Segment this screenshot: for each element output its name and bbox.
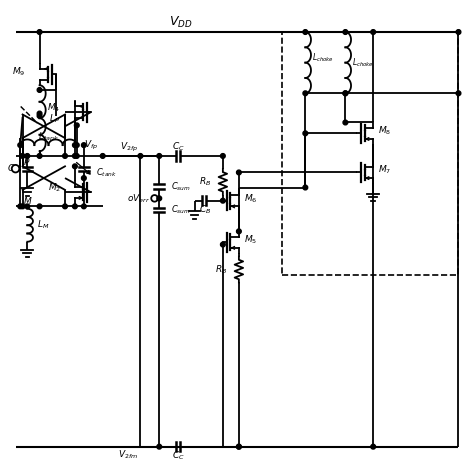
Circle shape bbox=[157, 154, 162, 158]
Text: $M_7$: $M_7$ bbox=[378, 164, 391, 176]
Circle shape bbox=[343, 120, 348, 125]
Circle shape bbox=[343, 91, 348, 96]
Text: $L_{tank}$: $L_{tank}$ bbox=[38, 130, 59, 143]
Circle shape bbox=[237, 229, 241, 234]
Circle shape bbox=[18, 143, 23, 147]
Circle shape bbox=[37, 114, 42, 118]
Text: $M_5$: $M_5$ bbox=[244, 234, 257, 246]
Circle shape bbox=[25, 204, 30, 209]
Circle shape bbox=[157, 196, 162, 201]
Circle shape bbox=[37, 204, 42, 209]
Circle shape bbox=[371, 30, 375, 35]
Text: $L_M$: $L_M$ bbox=[36, 219, 49, 231]
Circle shape bbox=[37, 111, 42, 116]
Text: $C_C$: $C_C$ bbox=[172, 140, 184, 153]
Circle shape bbox=[220, 154, 225, 158]
Circle shape bbox=[151, 195, 158, 201]
Circle shape bbox=[37, 88, 42, 92]
Circle shape bbox=[303, 185, 308, 190]
Circle shape bbox=[74, 123, 79, 128]
Text: $C_{sum}$: $C_{sum}$ bbox=[171, 204, 191, 217]
Circle shape bbox=[37, 154, 42, 158]
Text: $L_P$: $L_P$ bbox=[49, 112, 60, 125]
Circle shape bbox=[73, 204, 77, 209]
Text: $L_{choke}$: $L_{choke}$ bbox=[353, 56, 374, 69]
Circle shape bbox=[73, 164, 77, 169]
Circle shape bbox=[138, 154, 143, 158]
Circle shape bbox=[82, 176, 86, 181]
Circle shape bbox=[303, 91, 308, 96]
Circle shape bbox=[20, 204, 25, 209]
Circle shape bbox=[237, 444, 241, 449]
Text: $L_{choke}$: $L_{choke}$ bbox=[312, 52, 334, 64]
Text: $R_B$: $R_B$ bbox=[215, 263, 227, 276]
Text: $M_4$: $M_4$ bbox=[47, 101, 61, 114]
Circle shape bbox=[220, 242, 225, 247]
Circle shape bbox=[456, 30, 461, 35]
Circle shape bbox=[25, 154, 30, 158]
Circle shape bbox=[73, 154, 77, 158]
Text: $C_3$: $C_3$ bbox=[7, 163, 19, 175]
Text: $M$: $M$ bbox=[23, 195, 32, 206]
Text: $C_B$: $C_B$ bbox=[199, 204, 211, 217]
Circle shape bbox=[18, 204, 23, 209]
Circle shape bbox=[100, 154, 105, 158]
Circle shape bbox=[303, 30, 308, 35]
Text: $V_{2fp}$: $V_{2fp}$ bbox=[120, 141, 138, 154]
Circle shape bbox=[74, 154, 79, 158]
Circle shape bbox=[237, 170, 241, 175]
Text: $M_8$: $M_8$ bbox=[378, 125, 391, 137]
Text: $V_{DD}$: $V_{DD}$ bbox=[169, 15, 192, 30]
Text: $V_{fp}$: $V_{fp}$ bbox=[84, 138, 98, 152]
Circle shape bbox=[82, 143, 86, 147]
Circle shape bbox=[237, 444, 241, 449]
Text: $M_6$: $M_6$ bbox=[244, 192, 257, 205]
Circle shape bbox=[220, 198, 225, 203]
Text: $P$: $P$ bbox=[23, 156, 30, 167]
Circle shape bbox=[74, 143, 79, 147]
Circle shape bbox=[12, 165, 19, 173]
Text: $C_{sum}$: $C_{sum}$ bbox=[171, 180, 191, 193]
Circle shape bbox=[371, 444, 375, 449]
Circle shape bbox=[456, 91, 461, 96]
Circle shape bbox=[303, 131, 308, 136]
Text: $M_2$: $M_2$ bbox=[47, 181, 61, 194]
Circle shape bbox=[73, 143, 77, 147]
Circle shape bbox=[63, 154, 67, 158]
Circle shape bbox=[37, 30, 42, 35]
Circle shape bbox=[82, 204, 86, 209]
Circle shape bbox=[20, 154, 25, 158]
Text: $R_B$: $R_B$ bbox=[199, 176, 211, 188]
Text: $M_9$: $M_9$ bbox=[12, 66, 26, 78]
Circle shape bbox=[63, 204, 67, 209]
Text: $C_C$: $C_C$ bbox=[172, 450, 184, 462]
Circle shape bbox=[157, 444, 162, 449]
Text: $V_{2fm}$: $V_{2fm}$ bbox=[118, 449, 138, 461]
Text: $C_{tank}$: $C_{tank}$ bbox=[96, 166, 117, 179]
Circle shape bbox=[343, 30, 348, 35]
Text: $oV_{err}$: $oV_{err}$ bbox=[127, 192, 150, 205]
Circle shape bbox=[343, 91, 348, 96]
Bar bbox=[282, 32, 458, 275]
